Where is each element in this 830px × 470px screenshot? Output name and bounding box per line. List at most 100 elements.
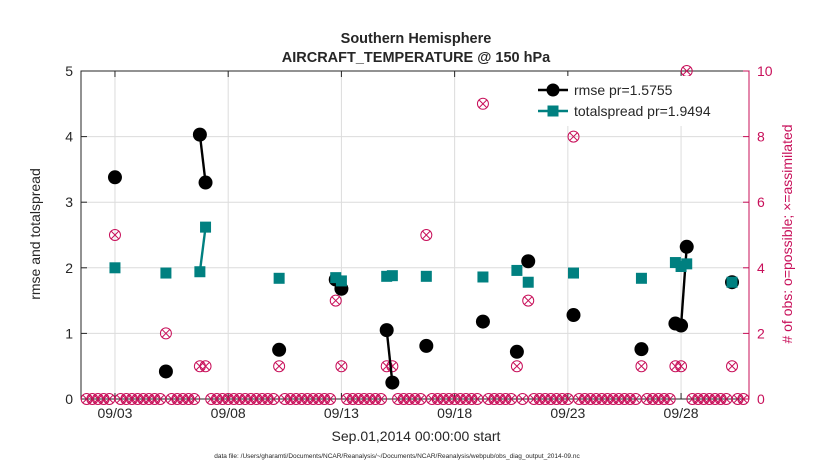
spread-point-16 (675, 260, 687, 272)
x-axis-label: Sep.01,2014 00:00:00 start (332, 428, 501, 444)
rmse-point-17 (679, 239, 694, 254)
obs-point-70 (476, 97, 489, 110)
obs-possible-marker-78 (522, 294, 535, 307)
rmse-point-4 (272, 342, 287, 357)
spread-point-0 (109, 262, 121, 274)
x-tick-label-3: 09/18 (437, 405, 472, 421)
y-right-tick-label-3: 6 (757, 194, 765, 210)
obs-assimilated-stroke-b-70 (478, 99, 488, 109)
obs-point-43 (324, 393, 337, 405)
spread-point-2 (194, 266, 206, 278)
obs-assimilated-stroke-b-78 (523, 296, 533, 305)
obs-point-21 (199, 360, 212, 373)
obs-point-4 (103, 393, 116, 405)
spread-point-18 (726, 276, 738, 288)
x-tick-label-2: 09/13 (324, 405, 359, 421)
x-tick-label-1: 09/08 (211, 405, 246, 421)
y-tick-label-2: 2 (65, 260, 73, 276)
spread-point-8 (386, 270, 398, 282)
obs-point-105 (675, 360, 688, 373)
rmse-point-14 (634, 342, 649, 357)
obs-possible-marker-14 (159, 327, 172, 340)
obs-point-44 (329, 294, 342, 307)
obs-possible-marker-43 (324, 393, 337, 405)
chart-title-line2: AIRCRAFT_TEMPERATURE @ 150 hPa (282, 50, 551, 66)
spread-point-9 (420, 270, 432, 282)
spread-point-3 (200, 221, 212, 233)
obs-assimilated-stroke-b-114 (727, 361, 737, 371)
x-axis: 09/03 09/08 09/13 09/18 09/23 09/28 (97, 71, 699, 421)
obs-point-19 (188, 393, 201, 405)
legend-rmse-marker (546, 83, 560, 97)
y-right-tick-label-4: 8 (757, 129, 765, 145)
legend-spread-marker (547, 105, 559, 117)
obs-assimilated-stroke-b-113 (722, 394, 731, 404)
rmse-point-8 (385, 375, 400, 390)
obs-point-76 (510, 360, 523, 373)
spread-point-6 (335, 275, 347, 287)
obs-possible-marker-60 (420, 229, 433, 241)
obs-assimilated-stroke-b-105 (676, 361, 686, 371)
obs-possible-marker-86 (567, 130, 580, 143)
obs-assimilated-stroke-b-43 (325, 394, 335, 404)
y-axis-right: 0 2 4 6 8 10 (743, 63, 773, 407)
spread-point-4 (273, 272, 285, 284)
rmse-point-2 (192, 127, 207, 142)
obs-point-54 (386, 360, 399, 373)
y-tick-label-4: 4 (65, 129, 73, 145)
y-tick-label-1: 1 (65, 325, 73, 341)
spread-point-12 (522, 276, 534, 288)
obs-possible-marker-19 (188, 393, 201, 405)
obs-point-114 (726, 360, 739, 373)
obs-assimilated-stroke-b-44 (331, 296, 341, 305)
spread-series (109, 221, 738, 288)
obs-assimilated-stroke-b-4 (104, 394, 114, 404)
obs-possible-marker-34 (273, 360, 286, 373)
obs-assimilated-stroke-b-69 (472, 394, 482, 404)
obs-assimilated-stroke-b-33 (269, 394, 278, 404)
obs-assimilated-stroke-b-106 (682, 66, 692, 76)
obs-assimilated-stroke-b-14 (161, 329, 171, 338)
legend-rmse-label: rmse pr=1.5755 (574, 82, 673, 98)
spread-point-13 (568, 267, 580, 279)
obs-possible-marker-45 (335, 360, 348, 373)
y-tick-label-5: 5 (65, 63, 73, 79)
obs-possible-marker-70 (476, 97, 489, 110)
obs-possible-marker-105 (675, 360, 688, 373)
y-right-tick-label-0: 0 (757, 391, 765, 407)
spread-point-10 (477, 271, 489, 283)
obs-point-52 (375, 393, 388, 405)
obs-possible-marker-114 (726, 360, 739, 373)
obs-point-86 (567, 130, 580, 143)
obs-assimilated-stroke-b-103 (665, 394, 675, 404)
rmse-point-3 (198, 175, 213, 190)
spread-point-11 (511, 264, 523, 276)
obs-assimilated-stroke-b-5 (110, 230, 120, 240)
y-axis-label: rmse and totalspread (27, 168, 43, 300)
rmse-segment-2 (385, 329, 394, 383)
obs-possible-marker-52 (375, 393, 388, 405)
obs-assimilated-stroke-b-75 (506, 394, 516, 404)
rmse-point-13 (566, 308, 581, 323)
rmse-point-10 (475, 314, 490, 329)
legend: rmse pr=1.5755 totalspread pr=1.9494 (532, 76, 736, 126)
obs-assimilated-stroke-b-45 (337, 361, 346, 371)
obs-point-5 (108, 229, 121, 241)
spread-point-1 (160, 267, 172, 279)
y-right-tick-label-2: 4 (757, 260, 765, 276)
rmse-point-11 (509, 344, 524, 359)
obs-possible-marker-5 (108, 229, 121, 241)
obs-point-78 (522, 294, 535, 307)
spread-point-5 (330, 272, 342, 284)
data-file-footnote: data file: /Users/gharamti/Documents/NCA… (214, 453, 580, 460)
obs-assimilated-stroke-b-13 (155, 394, 165, 404)
obs-possible-marker-76 (510, 360, 523, 373)
chart-title-line1: Southern Hemisphere (341, 31, 492, 47)
rmse-point-16 (674, 318, 689, 333)
obs-assimilated-stroke-b-97 (631, 394, 641, 404)
obs-point-45 (335, 360, 348, 373)
obs-assimilated-stroke-b-86 (569, 132, 578, 141)
legend-box (532, 76, 736, 126)
obs-assimilated-stroke-b-77 (518, 394, 527, 404)
